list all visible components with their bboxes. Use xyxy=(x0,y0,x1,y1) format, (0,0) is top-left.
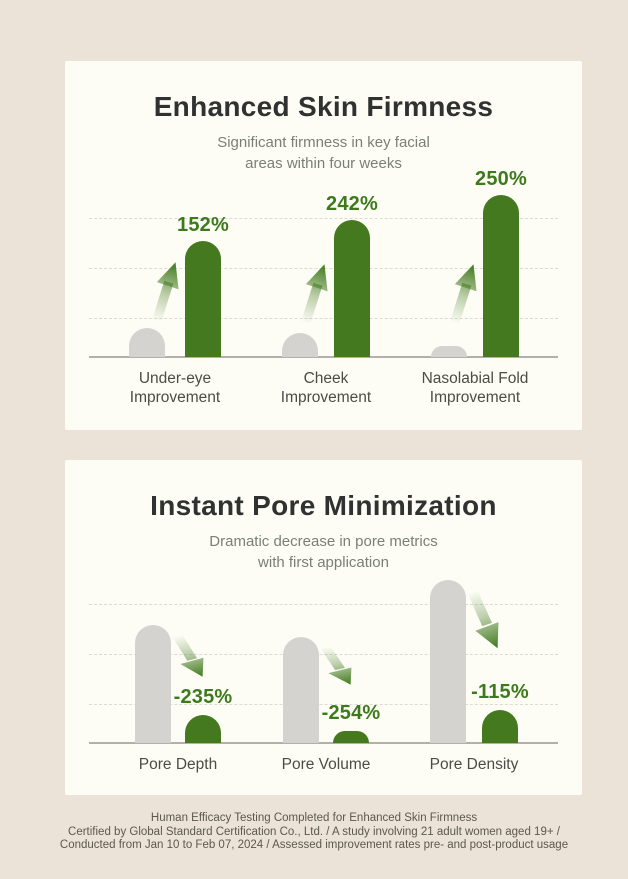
gridline xyxy=(89,318,558,319)
axis-label: Pore Volume xyxy=(281,756,371,773)
data-label: 152% xyxy=(177,214,229,236)
bar-after xyxy=(483,195,519,357)
chart-subtitle-line: Dramatic decrease in pore metrics xyxy=(209,533,438,550)
increase-arrow-icon xyxy=(445,251,483,327)
bar-before xyxy=(283,637,319,743)
bar-before xyxy=(431,346,467,357)
bar-after xyxy=(334,220,370,357)
increase-arrow-icon xyxy=(296,251,334,327)
footer-line: Human Efficacy Testing Completed for Enh… xyxy=(150,812,478,824)
data-label: -235% xyxy=(173,686,233,708)
chart-plot: 152% Under-eye Improvement 242% Cheek Improv… xyxy=(89,168,558,406)
bar-before xyxy=(129,328,165,357)
axis-label: Pore Depth xyxy=(138,756,218,773)
axis-baseline xyxy=(89,742,558,744)
axis-label: Cheek Improvement xyxy=(280,370,372,406)
chart-subtitle-line: with first application xyxy=(258,554,389,571)
decrease-arrow-icon xyxy=(169,633,211,686)
decrease-arrow-icon xyxy=(317,645,359,693)
decrease-arrow-icon xyxy=(464,588,506,661)
data-label: 242% xyxy=(326,193,378,215)
gridline xyxy=(89,654,558,655)
bar-before xyxy=(282,333,318,357)
bar-after xyxy=(482,710,518,743)
chart-subtitle-line: areas within four weeks xyxy=(245,155,402,172)
increase-arrow-icon xyxy=(147,249,185,325)
bar-before xyxy=(430,580,466,743)
chart-subtitle: Significant firmness in key facial areas… xyxy=(65,132,582,174)
footer-disclaimer: Human Efficacy Testing Completed for Enh… xyxy=(0,812,628,853)
gridline xyxy=(89,704,558,705)
gridline xyxy=(89,604,558,605)
gridline xyxy=(89,218,558,219)
bar-after xyxy=(333,731,369,743)
axis-baseline xyxy=(89,356,558,358)
bar-before xyxy=(135,625,171,743)
footer-line: Certified by Global Standard Certificati… xyxy=(68,825,560,838)
axis-label: Nasolabial Fold Improvement xyxy=(421,370,529,406)
data-label: -115% xyxy=(471,681,529,703)
chart-subtitle: Dramatic decrease in pore metrics with f… xyxy=(65,531,582,573)
footer-line: Conducted from Jan 10 to Feb 07, 2024 / … xyxy=(59,839,569,851)
axis-label: Under-eye Improvement xyxy=(129,370,221,406)
bar-after xyxy=(185,241,221,357)
chart-plot: -235% Pore Depth -254% Pore Volume -115% Po… xyxy=(89,568,558,773)
axis-label: Pore Density xyxy=(429,756,519,773)
firmness-chart-card: Enhanced Skin Firmness Significant firmn… xyxy=(65,61,582,430)
pore-chart-card: Instant Pore Minimization Dramatic decre… xyxy=(65,460,582,795)
chart-subtitle-line: Significant firmness in key facial xyxy=(217,134,430,151)
data-label: 250% xyxy=(475,168,527,190)
chart-title: Instant Pore Minimization xyxy=(150,490,497,521)
data-label: -254% xyxy=(321,702,381,724)
chart-title: Enhanced Skin Firmness xyxy=(153,91,494,122)
bar-after xyxy=(185,715,221,743)
